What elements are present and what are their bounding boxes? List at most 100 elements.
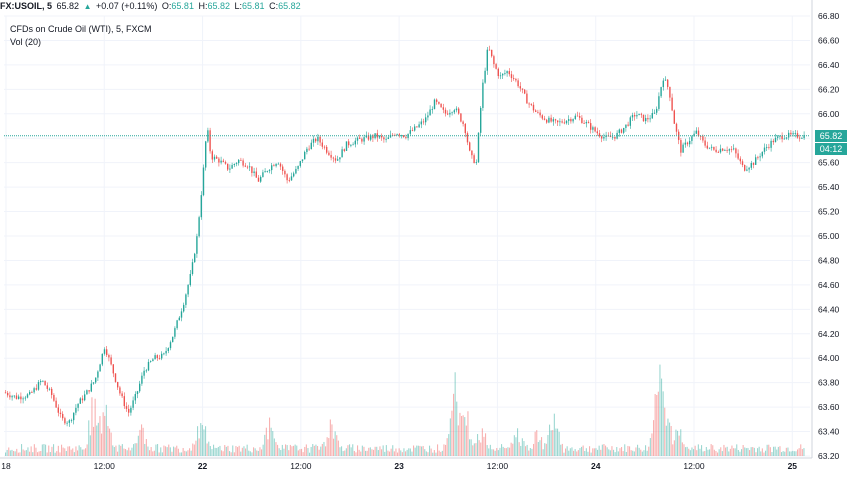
volume-bar [149,450,151,456]
candle-body [273,165,275,167]
volume-bar [419,445,421,456]
candle-body [198,217,200,237]
volume-bar [353,450,355,456]
candle-body [653,112,656,114]
volume-bar [784,451,786,456]
volume-bar [710,444,712,456]
volume-bar [537,442,539,456]
candle-body [207,130,209,142]
volume-bar [630,450,632,456]
volume-bar [265,427,267,456]
volume-bar [421,446,423,456]
candle-body [801,138,803,139]
candle-body [475,162,477,164]
volume-bar [761,448,763,456]
candle-body [128,408,130,413]
candle-body [15,395,18,399]
candle-body [246,166,249,168]
volume-bar [86,444,88,456]
candle-body [321,142,323,147]
volume-bar [737,450,739,456]
volume-bar [165,446,167,456]
volume-bar [518,442,520,456]
volume-bar [70,449,72,456]
candle-body [306,148,308,152]
volume-indicator-label[interactable]: Vol (20) [10,37,42,47]
candles [4,45,805,427]
volume-bar [678,435,680,456]
volume-bar [193,444,195,456]
volume-bar [744,447,746,456]
candle-body [59,412,62,414]
volume-bar [361,445,363,456]
volume-bar [134,443,136,456]
volume-bar [536,430,538,456]
x-tick-label: 12:00 [683,461,705,471]
candle-body [427,115,429,118]
volume-bar [209,446,211,456]
volume-bar [477,434,479,456]
candle-body [609,135,612,138]
candle-body [7,392,9,396]
volume-bar [401,452,403,456]
volume-bar [656,394,658,456]
candle-body [491,49,493,57]
volume-bar [341,446,343,456]
volume-bar [501,444,503,456]
volume-bar [75,446,77,456]
candle-body [147,361,150,371]
volume-bar [659,364,661,456]
volume-bar [565,448,567,456]
volume-bar [45,444,47,456]
candle-body [95,377,97,383]
volume-bar [182,447,184,456]
candle-body [334,158,337,161]
volume-bar [235,446,237,456]
volume-bar [653,420,655,456]
candle-body [288,180,290,181]
volume-bar [681,442,683,456]
volume-bar [648,446,650,456]
candle-body [761,151,763,157]
candle-body [293,173,295,177]
volume-bar [635,447,637,456]
volume-bar [798,448,800,456]
candle-body [422,121,425,123]
volume-bar [520,445,522,456]
volume-bar [17,452,19,456]
candle-body [473,155,475,164]
volume-bar [313,445,315,456]
candle-body [777,136,779,138]
volume-bar [680,429,682,456]
symbol-name[interactable]: FX:USOIL, 5 [0,1,53,11]
candle-body [165,350,167,354]
volume-bar [309,452,311,456]
volume-bar [245,448,247,456]
candle-body [638,113,640,116]
candle-body [51,388,53,395]
symbol-header: FX:USOIL, 5 65.82 ▲ +0.07 (+0.11%) O:65.… [0,0,852,14]
candle-body [139,383,141,392]
candle-body [488,49,491,51]
volume-bar [294,444,296,456]
volume-bar [657,391,659,456]
candle-body [662,80,664,88]
candle-body [598,133,601,137]
volume-bar [395,448,397,456]
volume-bar [773,446,775,456]
candle-body [53,394,55,401]
candle-body [471,150,473,156]
candle-body [163,353,165,355]
volume-bar [257,450,259,456]
volume-bar [72,448,74,456]
volume-bar [593,448,595,456]
volume-bar [227,445,229,456]
candle-body [750,163,752,168]
candle-body [656,108,658,113]
volume-bar [393,451,395,456]
volume-bar [326,437,328,456]
volume-bar [101,433,103,456]
volume-bar [560,444,562,456]
candle-body [191,262,194,275]
